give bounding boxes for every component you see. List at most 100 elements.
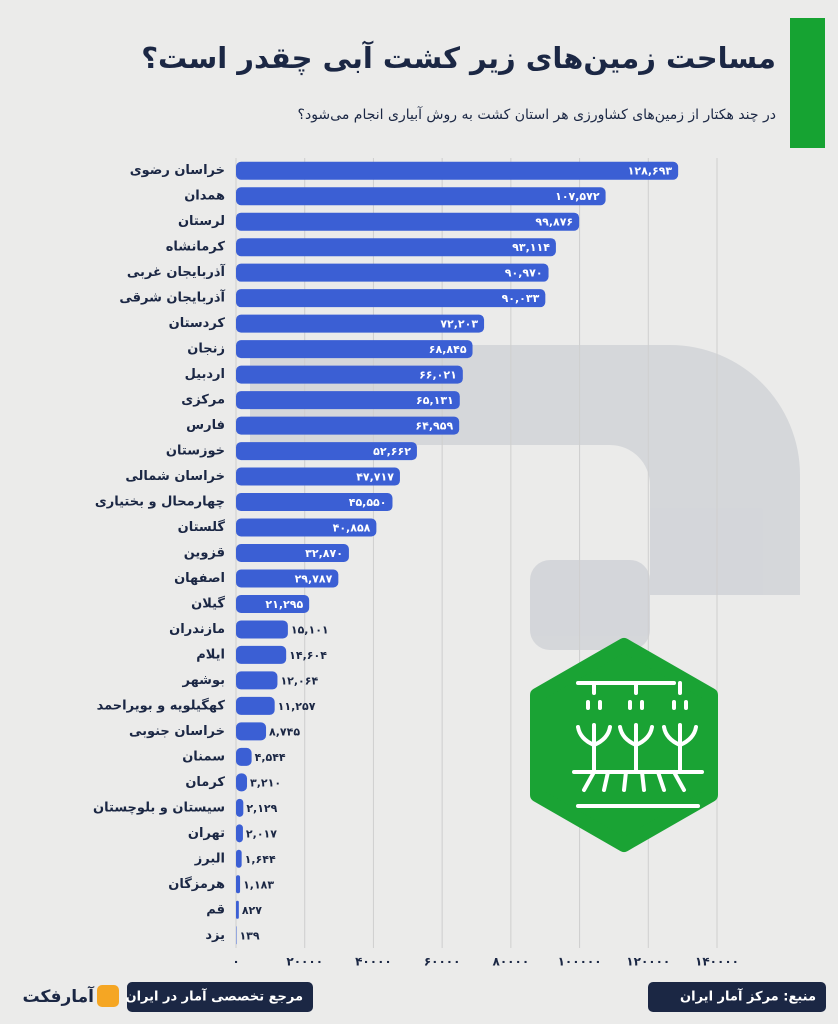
value-label: ۸۲۷ <box>242 904 262 917</box>
value-label: ۴۷,۷۱۷ <box>356 471 394 484</box>
y-tick-label: تهران <box>188 826 225 841</box>
accent-bar <box>790 18 825 148</box>
bar <box>236 340 473 359</box>
chart-title: مساحت زمین‌های زیر کشت آبی چقدر است؟ <box>141 40 776 76</box>
watermark-shape <box>530 560 650 650</box>
x-tick-label: ۲۰۰۰۰ <box>286 955 323 969</box>
source: منبع: مرکز آمار ایران <box>680 988 816 1005</box>
bar <box>236 620 288 639</box>
bar <box>236 365 463 384</box>
chart-subtitle: در چند هکتار از زمین‌های کشاورزی هر استا… <box>298 106 776 123</box>
y-tick-label: فارس <box>186 418 225 433</box>
y-tick-label: ایلام <box>196 647 225 662</box>
bar <box>236 544 349 562</box>
icon <box>530 638 718 852</box>
y-tick-label: خوزستان <box>166 444 225 459</box>
y-tick-label: قزوین <box>184 546 225 561</box>
y-tick-label: آذربایجان غربی <box>127 263 226 280</box>
x-tick-label: ۰ <box>232 955 239 969</box>
bar <box>236 900 239 919</box>
bar <box>236 161 679 180</box>
value-label: ۲,۱۲۹ <box>246 802 277 815</box>
y-tick-label: اردبیل <box>185 367 225 382</box>
y-tick-label: آذربایجان شرقی <box>119 289 225 306</box>
bar <box>236 722 267 741</box>
x-tick-label: ۱۰۰۰۰۰ <box>558 955 602 969</box>
bar <box>236 569 339 588</box>
y-tick-label: سیستان و بلوچستان <box>93 800 225 815</box>
value-label: ۱۰۷,۵۷۲ <box>555 190 600 203</box>
y-tick-label: مرکزی <box>181 393 225 408</box>
value-label: ۱۲,۰۶۴ <box>280 674 318 687</box>
y-tick-label: کهگیلویه و بویراحمد <box>97 697 226 713</box>
y-tick-label: گلستان <box>178 519 226 535</box>
value-label: ۴۰,۸۵۸ <box>333 522 371 535</box>
value-label: ۷۲,۲۰۳ <box>440 318 478 331</box>
bar <box>236 263 549 282</box>
bar <box>236 849 242 868</box>
value-label: ۱۲۸,۶۹۳ <box>628 165 673 178</box>
value-label: ۳۲,۸۷۰ <box>305 547 343 560</box>
value-label: ۹۰,۹۷۰ <box>505 267 543 280</box>
value-label: ۱,۱۸۳ <box>243 878 274 891</box>
x-tick-label: ۱۲۰۰۰۰ <box>626 955 670 969</box>
value-label: ۱,۶۴۴ <box>245 853 276 866</box>
bar <box>236 798 244 817</box>
value-label: ۲۹,۷۸۷ <box>295 572 333 585</box>
bar <box>236 391 460 410</box>
y-tick-label: سمنان <box>182 749 225 764</box>
y-tick-label: کرمانشاه <box>166 240 226 255</box>
bar <box>236 773 248 792</box>
tagline: مرجع تخصصی آمار در ایران <box>125 988 303 1005</box>
bar <box>236 824 243 843</box>
bar <box>236 671 278 690</box>
value-label: ۴,۵۴۴ <box>255 751 286 764</box>
value-label: ۹۳,۱۱۴ <box>512 241 550 254</box>
bar <box>236 467 400 486</box>
bar <box>236 238 556 257</box>
value-label: ۱۵,۱۰۱ <box>291 623 329 636</box>
bar <box>236 187 606 206</box>
bar <box>236 747 252 766</box>
value-label: ۵۲,۶۶۲ <box>373 445 411 458</box>
icon-lines <box>572 681 704 808</box>
value-label: ۱۳۹ <box>239 929 259 942</box>
y-tick-label: خراسان شمالی <box>125 469 225 484</box>
value-label: ۹۰,۰۳۳ <box>502 292 540 305</box>
bar <box>236 314 485 333</box>
x-tick-label: ۴۰۰۰۰ <box>355 955 392 969</box>
y-tick-label: همدان <box>184 189 225 204</box>
brand: آمارفکت <box>22 985 95 1007</box>
value-label: ۳,۲۱۰ <box>250 776 281 789</box>
y-tick-label: البرز <box>194 851 225 866</box>
y-tick-label: قم <box>206 902 225 917</box>
y-tick-label: یزد <box>205 928 225 943</box>
bar <box>236 645 287 664</box>
y-tick-label: کرمان <box>185 775 225 790</box>
value-label: ۶۵,۱۳۱ <box>416 394 454 407</box>
value-label: ۹۹,۸۷۶ <box>535 216 573 229</box>
x-tick-label: ۸۰۰۰۰ <box>493 955 530 969</box>
value-label: ۶۸,۸۴۵ <box>429 343 467 356</box>
value-label: ۲۱,۲۹۵ <box>265 598 303 611</box>
bar <box>236 442 417 461</box>
y-tick-label: زنجان <box>187 342 225 357</box>
bar <box>236 416 460 435</box>
y-tick-label: بوشهر <box>182 673 226 688</box>
y-tick-label: لرستان <box>178 214 225 229</box>
x-tick-label: ۶۰۰۰۰ <box>424 955 461 969</box>
y-tick-label: خراسان رضوی <box>130 163 225 178</box>
tagline-box <box>127 982 313 1012</box>
bar <box>236 212 580 231</box>
bar <box>236 289 546 308</box>
y-tick-label: هرمزگان <box>168 876 225 892</box>
y-tick-label: گیلان <box>191 595 225 611</box>
source-box <box>648 982 826 1012</box>
brand-mark <box>97 985 119 1007</box>
bar <box>236 493 393 512</box>
value-label: ۶۴,۹۵۹ <box>415 420 453 433</box>
bar <box>236 594 310 613</box>
bar <box>236 696 275 715</box>
